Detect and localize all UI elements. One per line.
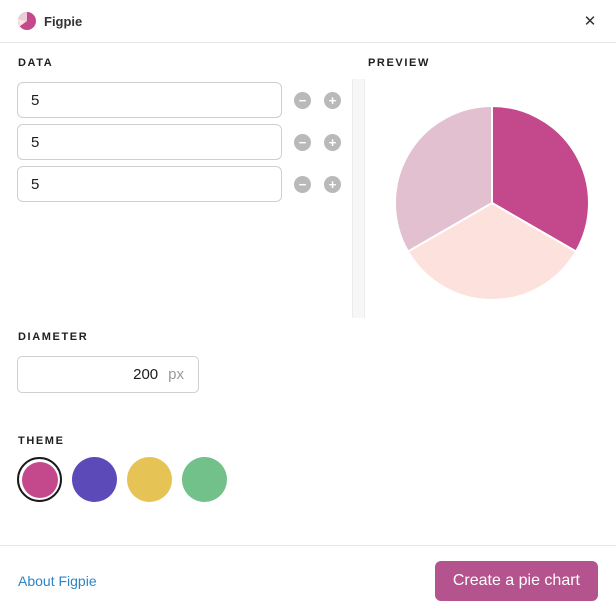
diameter-value-input[interactable] [48, 366, 159, 383]
theme-section-label: THEME [18, 435, 65, 447]
swatch-circle [182, 457, 227, 502]
decrement-icon[interactable]: − [294, 91, 311, 109]
data-value-input-3[interactable] [17, 166, 282, 202]
diameter-unit-label: px [168, 366, 184, 383]
data-section-label: DATA [18, 57, 54, 69]
title-bar: Figpie ✕ [0, 0, 616, 43]
app-title: Figpie [44, 13, 83, 29]
increment-icon[interactable]: + [324, 133, 341, 151]
diameter-section-label: DIAMETER [18, 331, 89, 343]
decrement-icon[interactable]: − [294, 133, 311, 151]
figpie-logo-icon [18, 12, 36, 30]
swatch-circle [72, 457, 117, 502]
theme-swatch-green[interactable] [182, 457, 227, 502]
diameter-input[interactable]: px [17, 356, 199, 393]
preview-section-label: PREVIEW [368, 57, 430, 69]
increment-icon[interactable]: + [324, 175, 341, 193]
logo-pie-wedge-lighter [18, 18, 27, 27]
pie-chart-preview [392, 103, 592, 303]
theme-swatch-pink[interactable] [17, 457, 62, 502]
theme-swatch-purple[interactable] [72, 457, 117, 502]
pie-slice-1 [491, 105, 590, 253]
footer-bar: About Figpie Create a pie chart [0, 545, 616, 616]
logo-pie-wedge-light [18, 12, 27, 21]
pie-slice-3 [394, 105, 493, 253]
data-row: − + [17, 166, 341, 202]
close-icon[interactable]: ✕ [583, 13, 597, 30]
create-pie-chart-button[interactable]: Create a pie chart [434, 561, 598, 601]
data-value-input-1[interactable] [17, 82, 282, 118]
data-list-scrollbar[interactable] [352, 79, 365, 318]
about-link[interactable]: About Figpie [18, 573, 97, 589]
swatch-circle [127, 457, 172, 502]
decrement-icon[interactable]: − [294, 175, 311, 193]
theme-swatches [17, 457, 237, 502]
pie-slice-2 [407, 202, 577, 301]
data-row: − + [17, 82, 341, 118]
swatch-circle [21, 461, 58, 498]
data-value-input-2[interactable] [17, 124, 282, 160]
theme-swatch-yellow[interactable] [127, 457, 172, 502]
increment-icon[interactable]: + [324, 91, 341, 109]
data-row: − + [17, 124, 341, 160]
